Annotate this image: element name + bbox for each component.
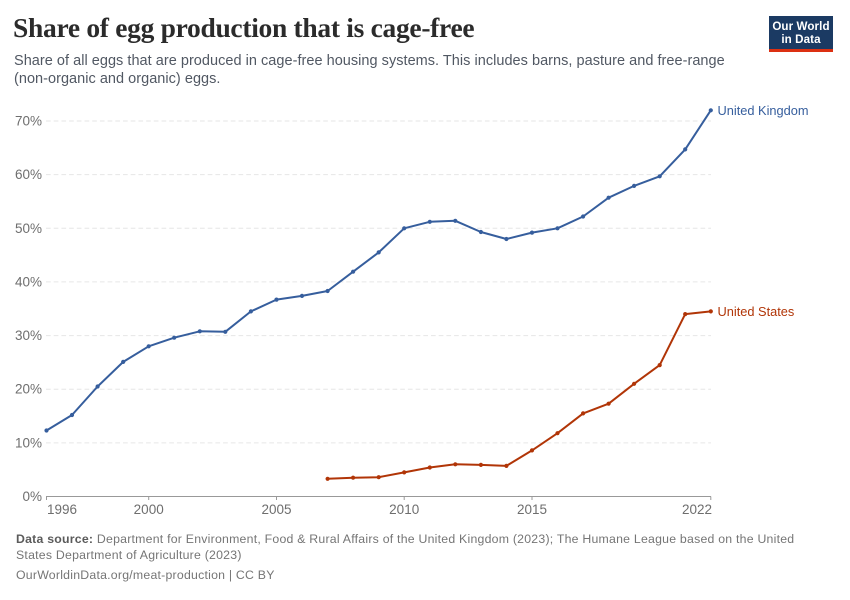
svg-text:70%: 70% — [15, 114, 42, 129]
svg-text:40%: 40% — [15, 274, 42, 289]
svg-text:United Kingdom: United Kingdom — [718, 103, 809, 118]
svg-text:United States: United States — [718, 304, 795, 319]
svg-text:2005: 2005 — [261, 502, 291, 517]
svg-text:2000: 2000 — [134, 502, 164, 517]
svg-text:60%: 60% — [15, 167, 42, 182]
svg-text:30%: 30% — [15, 328, 42, 343]
svg-text:10%: 10% — [15, 435, 42, 450]
svg-text:2015: 2015 — [517, 502, 547, 517]
svg-text:2010: 2010 — [389, 502, 419, 517]
svg-text:0%: 0% — [22, 489, 42, 504]
svg-text:1996: 1996 — [47, 502, 77, 517]
svg-text:2022: 2022 — [682, 502, 712, 517]
svg-text:50%: 50% — [15, 221, 42, 236]
svg-text:20%: 20% — [15, 382, 42, 397]
